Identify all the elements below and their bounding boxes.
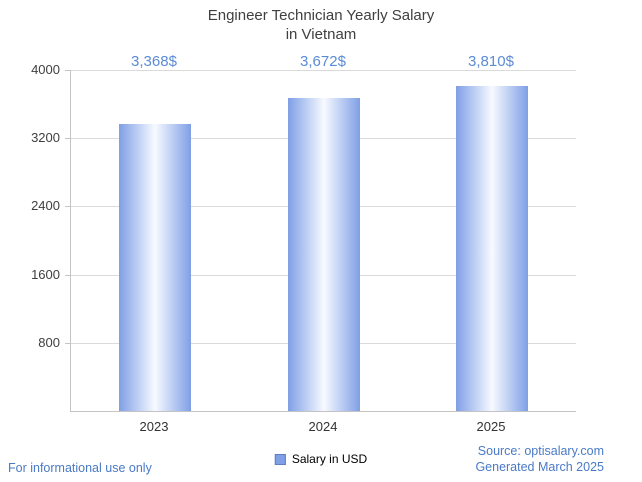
bar-value-label: 3,672$ <box>300 53 346 70</box>
chart-title-line2: in Vietnam <box>285 26 357 43</box>
x-axis-label: 2024 <box>308 419 338 434</box>
x-axis-label: 2023 <box>139 419 169 434</box>
generated-text: Generated March 2025 <box>475 460 604 474</box>
y-axis-tick-label: 800 <box>38 335 60 350</box>
gridline <box>71 70 576 71</box>
y-axis-tick-mark <box>65 275 70 276</box>
legend[interactable]: Salary in USD <box>274 452 368 466</box>
legend-label: Salary in USD <box>291 452 368 466</box>
plot-area <box>70 70 576 412</box>
x-axis-label: 2025 <box>476 419 506 434</box>
y-axis-tick-mark <box>65 343 70 344</box>
y-axis-tick-label: 3200 <box>31 130 60 145</box>
y-axis-tick-label: 2400 <box>31 198 60 213</box>
bar <box>456 86 528 411</box>
bar <box>288 98 360 411</box>
disclaimer-text: For informational use only <box>8 461 152 475</box>
y-axis-tick-mark <box>65 206 70 207</box>
y-axis-tick-label: 1600 <box>31 267 60 282</box>
source-link[interactable]: Source: optisalary.com <box>477 444 604 458</box>
chart-title-line1: Engineer Technician Yearly Salary <box>207 7 435 24</box>
chart-title: Engineer Technician Yearly Salary in Vie… <box>0 6 642 44</box>
bar-value-label: 3,368$ <box>131 53 177 70</box>
bar-value-label: 3,810$ <box>468 53 514 70</box>
y-axis-tick-mark <box>65 70 70 71</box>
source-block: Source: optisalary.com Generated March 2… <box>475 443 604 475</box>
bar <box>119 124 191 411</box>
y-axis-tick-label: 4000 <box>31 62 60 77</box>
legend-swatch-icon <box>274 453 286 465</box>
y-axis-tick-mark <box>65 138 70 139</box>
